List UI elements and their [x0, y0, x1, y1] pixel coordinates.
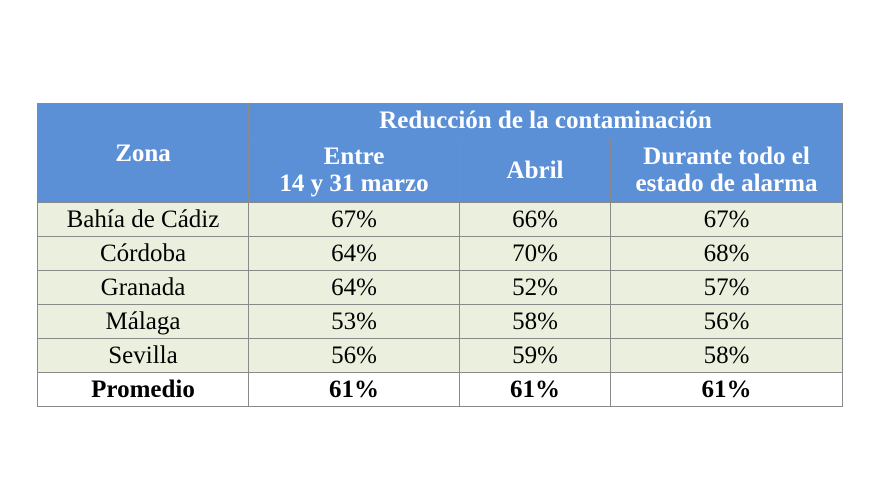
- table-row: Sevilla 56% 59% 58%: [37, 338, 843, 373]
- table-body: Bahía de Cádiz 67% 66% 67% Córdoba 64% 7…: [37, 202, 843, 407]
- value-cell: 67%: [610, 202, 843, 237]
- average-value: 61%: [248, 372, 460, 407]
- zone-header: Zona: [37, 103, 249, 203]
- value-cell: 52%: [459, 270, 611, 305]
- header-period-alarm-line2: estado de alarma: [635, 170, 818, 197]
- header-period-alarm-line1: Durante todo el: [643, 143, 810, 170]
- table-row: Granada 64% 52% 57%: [37, 270, 843, 305]
- header-period-march-line2: 14 y 31 marzo: [279, 170, 429, 197]
- table-row: Bahía de Cádiz 67% 66% 67%: [37, 202, 843, 237]
- header-period-march-line1: Entre: [323, 143, 385, 170]
- table-row: Málaga 53% 58% 56%: [37, 304, 843, 339]
- zone-cell: Córdoba: [37, 236, 249, 271]
- average-value: 61%: [610, 372, 843, 407]
- value-cell: 66%: [459, 202, 611, 237]
- value-cell: 68%: [610, 236, 843, 271]
- value-cell: 70%: [459, 236, 611, 271]
- table-row: Córdoba 64% 70% 68%: [37, 236, 843, 271]
- value-cell: 58%: [459, 304, 611, 339]
- header-period-march: Entre 14 y 31 marzo: [248, 137, 460, 203]
- value-cell: 58%: [610, 338, 843, 373]
- zone-cell: Málaga: [37, 304, 249, 339]
- header-period-april: Abril: [459, 137, 611, 203]
- average-label: Promedio: [37, 372, 249, 407]
- value-cell: 56%: [610, 304, 843, 339]
- value-cell: 56%: [248, 338, 460, 373]
- average-value: 61%: [459, 372, 611, 407]
- zone-cell: Sevilla: [37, 338, 249, 373]
- value-cell: 64%: [248, 270, 460, 305]
- pollution-reduction-table: Zona Reducción de la contaminación Entre…: [37, 103, 843, 407]
- value-cell: 64%: [248, 236, 460, 271]
- value-cell: 53%: [248, 304, 460, 339]
- value-cell: 67%: [248, 202, 460, 237]
- table-container: Zona Reducción de la contaminación Entre…: [37, 103, 843, 407]
- value-cell: 59%: [459, 338, 611, 373]
- value-cell: 57%: [610, 270, 843, 305]
- average-row: Promedio 61% 61% 61%: [37, 372, 843, 407]
- group-header: Reducción de la contaminación: [248, 103, 843, 138]
- zone-cell: Bahía de Cádiz: [37, 202, 249, 237]
- zone-cell: Granada: [37, 270, 249, 305]
- header-period-alarm: Durante todo el estado de alarma: [610, 137, 843, 203]
